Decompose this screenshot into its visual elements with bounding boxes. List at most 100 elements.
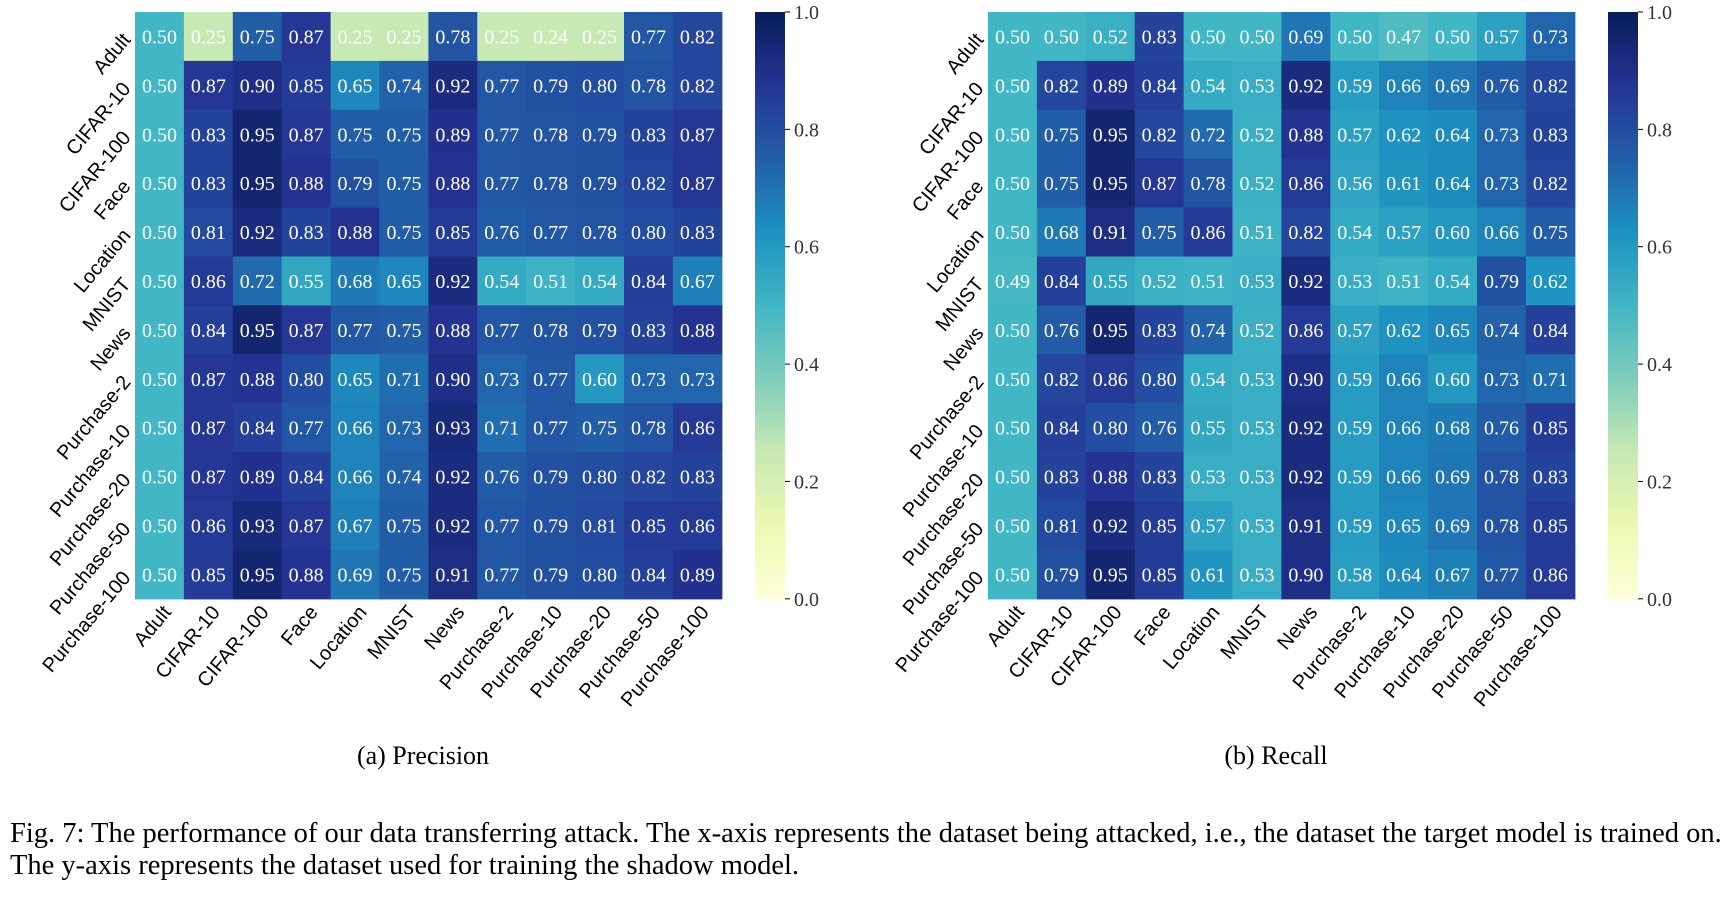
heatmap-cell (624, 354, 674, 404)
heatmap-cell (428, 403, 478, 453)
heatmap-cell (330, 12, 381, 62)
cell-value-label: 0.54 (1435, 271, 1470, 293)
cell-value-label: 0.53 (1239, 515, 1274, 537)
heatmap-cell (1183, 354, 1234, 404)
cell-value-label: 0.60 (1435, 222, 1470, 244)
heatmap-cell (672, 256, 723, 306)
cell-value-label: 0.73 (631, 369, 666, 391)
heatmap-cell (281, 256, 332, 306)
heatmap-cell (1477, 109, 1527, 160)
cell-value-label: 0.72 (1191, 124, 1226, 146)
cell-value-label: 0.68 (1435, 418, 1470, 440)
heatmap-cell (1134, 256, 1185, 306)
cell-value-label: 0.77 (533, 418, 568, 440)
heatmap-cell (232, 305, 283, 355)
cell-value-label: 0.75 (240, 26, 275, 48)
heatmap-cell (575, 256, 625, 306)
cell-value-label: 0.77 (484, 320, 519, 342)
heatmap-cell (1477, 256, 1527, 306)
heatmap-cell (988, 60, 1038, 111)
cell-value-label: 0.50 (142, 271, 177, 293)
heatmap-cell (1134, 501, 1185, 551)
heatmap-cell (477, 452, 527, 502)
heatmap-cell (428, 256, 478, 306)
cell-value-label: 0.57 (1484, 26, 1519, 48)
cell-value-label: 0.95 (1093, 173, 1128, 195)
heatmap-cell (477, 501, 527, 551)
cell-value-label: 0.88 (435, 173, 470, 195)
heatmap-cell (232, 60, 283, 111)
cell-value-label: 0.76 (1142, 418, 1177, 440)
heatmap-cell (1281, 158, 1331, 209)
heatmap-cell (1428, 158, 1478, 209)
cell-value-label: 0.93 (435, 418, 470, 440)
heatmap-cell (988, 12, 1038, 62)
cell-value-label: 0.54 (1337, 222, 1372, 244)
heatmap-cell (1525, 501, 1576, 551)
cell-value-label: 0.54 (1191, 75, 1226, 97)
heatmap-cell (281, 12, 332, 62)
cell-value-label: 0.55 (1191, 418, 1226, 440)
heatmap-cell (379, 207, 429, 258)
precision-panel: 0.50 0.25 0.75 0.87 0.25 0.25 0.78 0.25 0.24 0.25… (39, 2, 819, 770)
heatmap-cell (1428, 403, 1478, 453)
x-tick-label: Adult (983, 601, 1029, 650)
cell-value-label: 0.60 (1435, 369, 1470, 391)
cell-value-label: 0.50 (995, 222, 1030, 244)
cell-value-label: 0.59 (1337, 75, 1372, 97)
cell-value-label: 0.50 (995, 467, 1030, 489)
cell-value-label: 0.67 (338, 515, 373, 537)
colorbar-tick-label: 0.4 (794, 354, 819, 376)
cell-value-label: 0.92 (1093, 515, 1128, 537)
heatmap-cell (526, 403, 576, 453)
heatmap-cell (281, 158, 332, 209)
heatmap-cell (672, 403, 723, 453)
cell-value-label: 0.59 (1337, 467, 1372, 489)
cell-value-label: 0.50 (995, 369, 1030, 391)
heatmap-cell (672, 501, 723, 551)
x-tick-label: Face (277, 602, 322, 650)
heatmap-cell (1036, 256, 1087, 306)
heatmap-cell (1036, 305, 1087, 355)
heatmap-cell (1281, 207, 1331, 258)
heatmap-cell (281, 549, 332, 600)
heatmap-cell (672, 60, 723, 111)
heatmap-cell (624, 305, 674, 355)
heatmap-cell (988, 501, 1038, 551)
heatmap-cell (183, 403, 234, 453)
cell-value-label: 0.73 (1484, 369, 1519, 391)
cell-value-label: 0.50 (142, 222, 177, 244)
cell-value-label: 0.83 (1533, 467, 1568, 489)
heatmap-cell (1183, 501, 1234, 551)
heatmap-cell (477, 305, 527, 355)
heatmap-cell (1330, 305, 1380, 355)
heatmap-cell (672, 207, 723, 258)
heatmap-cell (1134, 207, 1185, 258)
cell-value-label: 0.50 (1191, 26, 1226, 48)
heatmap-cell (135, 12, 185, 62)
heatmap-cell (672, 109, 723, 160)
heatmap-cell (477, 354, 527, 404)
cell-value-label: 0.91 (1093, 222, 1128, 244)
heatmap-cell (575, 354, 625, 404)
cell-value-label: 0.92 (240, 222, 275, 244)
cell-value-label: 0.80 (582, 75, 617, 97)
cell-value-label: 0.56 (1337, 173, 1372, 195)
heatmap-cell (183, 60, 234, 111)
heatmap-cell (672, 549, 723, 600)
cell-value-label: 0.75 (1533, 222, 1568, 244)
cell-value-label: 0.86 (191, 515, 226, 537)
cell-value-label: 0.92 (435, 271, 470, 293)
heatmap-cell (135, 305, 185, 355)
cell-value-label: 0.95 (1093, 564, 1128, 586)
cell-value-label: 0.77 (484, 564, 519, 586)
heatmap-cell (1134, 305, 1185, 355)
cell-value-label: 0.76 (484, 467, 519, 489)
cell-value-label: 0.78 (631, 75, 666, 97)
heatmap-cell (988, 109, 1038, 160)
heatmap-cell (1525, 12, 1576, 62)
cell-value-label: 0.84 (191, 320, 226, 342)
heatmap-cell (1330, 549, 1380, 600)
heatmap-cell (1428, 354, 1478, 404)
cell-value-label: 0.77 (289, 418, 324, 440)
